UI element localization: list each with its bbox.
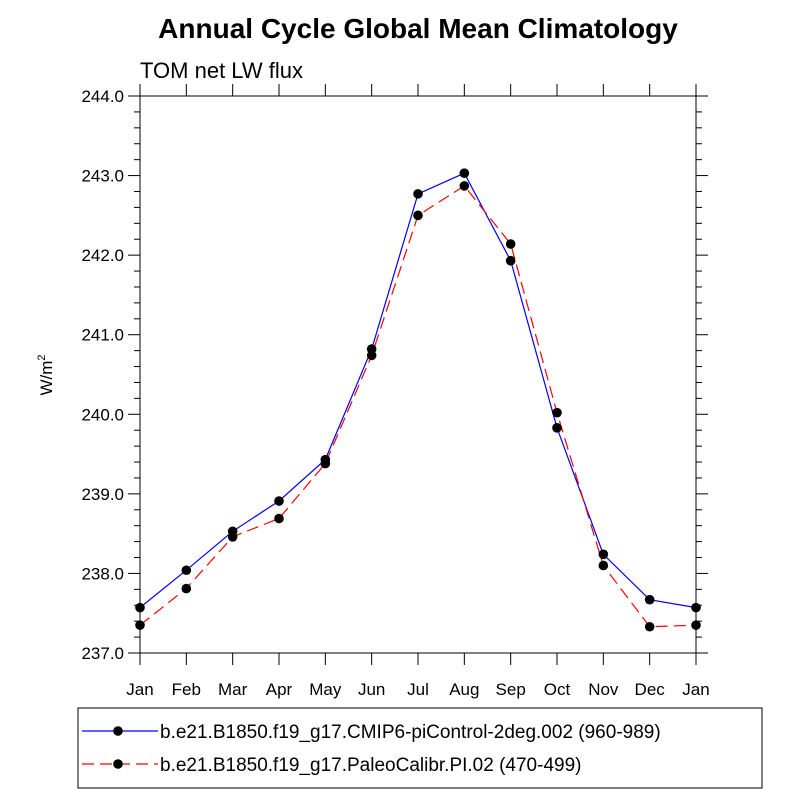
x-tick-label: Jun bbox=[358, 680, 385, 699]
data-point bbox=[135, 602, 145, 613]
legend-swatch-marker bbox=[113, 726, 123, 736]
y-axis-label-superscript: 2 bbox=[36, 354, 48, 360]
data-point bbox=[552, 407, 562, 418]
y-tick-label: 238.0 bbox=[81, 564, 124, 583]
x-axis-ticks bbox=[139, 84, 697, 665]
y-tick-label: 244.0 bbox=[81, 87, 124, 106]
chart-title: Annual Cycle Global Mean Climatology bbox=[158, 13, 678, 44]
series-2-markers bbox=[135, 181, 701, 632]
x-tick-label: Sep bbox=[496, 680, 526, 699]
x-tick-label: Oct bbox=[544, 680, 571, 699]
data-point bbox=[505, 239, 516, 249]
legend: b.e21.B1850.f19_g17.CMIP6-piControl-2deg… bbox=[82, 722, 661, 776]
data-point bbox=[598, 560, 609, 571]
x-tick-label: Jan bbox=[682, 680, 709, 699]
series-1-markers bbox=[135, 168, 701, 613]
series-layer bbox=[135, 168, 701, 632]
data-point bbox=[413, 210, 423, 221]
series-line bbox=[139, 172, 697, 609]
data-point bbox=[644, 594, 655, 605]
y-tick-label: 243.0 bbox=[81, 167, 124, 186]
y-tick-label: 237.0 bbox=[81, 644, 124, 663]
data-point bbox=[598, 549, 609, 560]
legend-label: b.e21.B1850.f19_g17.PaleoCalibr.PI.02 (4… bbox=[160, 755, 581, 776]
data-point bbox=[644, 621, 655, 632]
legend-item: b.e21.B1850.f19_g17.CMIP6-piControl-2deg… bbox=[82, 722, 661, 743]
legend-label: b.e21.B1850.f19_g17.CMIP6-piControl-2deg… bbox=[160, 722, 661, 743]
data-point bbox=[227, 532, 238, 542]
data-point bbox=[274, 496, 284, 506]
y-tick-label: 240.0 bbox=[81, 405, 124, 424]
x-axis-tick-labels: Jan Feb Mar Apr May Jun Jul Aug Sep Oct Nov Dec Jan bbox=[126, 680, 709, 699]
series-1 bbox=[139, 172, 697, 609]
data-point bbox=[552, 423, 562, 433]
data-point bbox=[135, 620, 145, 630]
x-tick-label: Jul bbox=[407, 680, 429, 699]
data-point bbox=[691, 602, 701, 613]
y-axis-ticks bbox=[128, 95, 708, 654]
x-tick-label: Aug bbox=[449, 680, 479, 699]
data-point bbox=[413, 189, 423, 199]
x-tick-label: May bbox=[309, 680, 342, 699]
data-point bbox=[181, 583, 192, 594]
legend-box bbox=[77, 707, 763, 789]
y-axis-tick-labels: 237.0 238.0 239.0 240.0 241.0 242.0 243.0 244.0 bbox=[81, 87, 124, 663]
data-point bbox=[181, 565, 192, 576]
series-line bbox=[139, 185, 697, 628]
y-axis-label-text: W/m bbox=[37, 361, 56, 396]
data-point bbox=[459, 181, 470, 191]
y-tick-label: 239.0 bbox=[81, 485, 124, 504]
series-2 bbox=[139, 185, 697, 628]
x-tick-label: Nov bbox=[588, 680, 619, 699]
data-point bbox=[459, 168, 470, 178]
legend-swatch-marker bbox=[113, 759, 123, 769]
data-point bbox=[366, 350, 377, 361]
x-tick-label: Feb bbox=[172, 680, 201, 699]
x-tick-label: Mar bbox=[218, 680, 248, 699]
data-point bbox=[274, 513, 284, 524]
y-tick-label: 241.0 bbox=[81, 326, 124, 345]
y-axis-label: W/m2 bbox=[36, 354, 56, 395]
plot-area-frame bbox=[139, 95, 697, 654]
y-axis-label-group: W/m2 bbox=[36, 354, 56, 395]
data-point bbox=[691, 620, 701, 630]
data-point bbox=[505, 255, 516, 266]
legend-item: b.e21.B1850.f19_g17.PaleoCalibr.PI.02 (4… bbox=[82, 755, 581, 776]
x-tick-label: Dec bbox=[635, 680, 666, 699]
chart-subtitle: TOM net LW flux bbox=[140, 58, 303, 83]
x-tick-label: Jan bbox=[126, 680, 153, 699]
x-tick-label: Apr bbox=[266, 680, 293, 699]
y-tick-label: 242.0 bbox=[81, 246, 124, 265]
data-point bbox=[320, 458, 331, 469]
